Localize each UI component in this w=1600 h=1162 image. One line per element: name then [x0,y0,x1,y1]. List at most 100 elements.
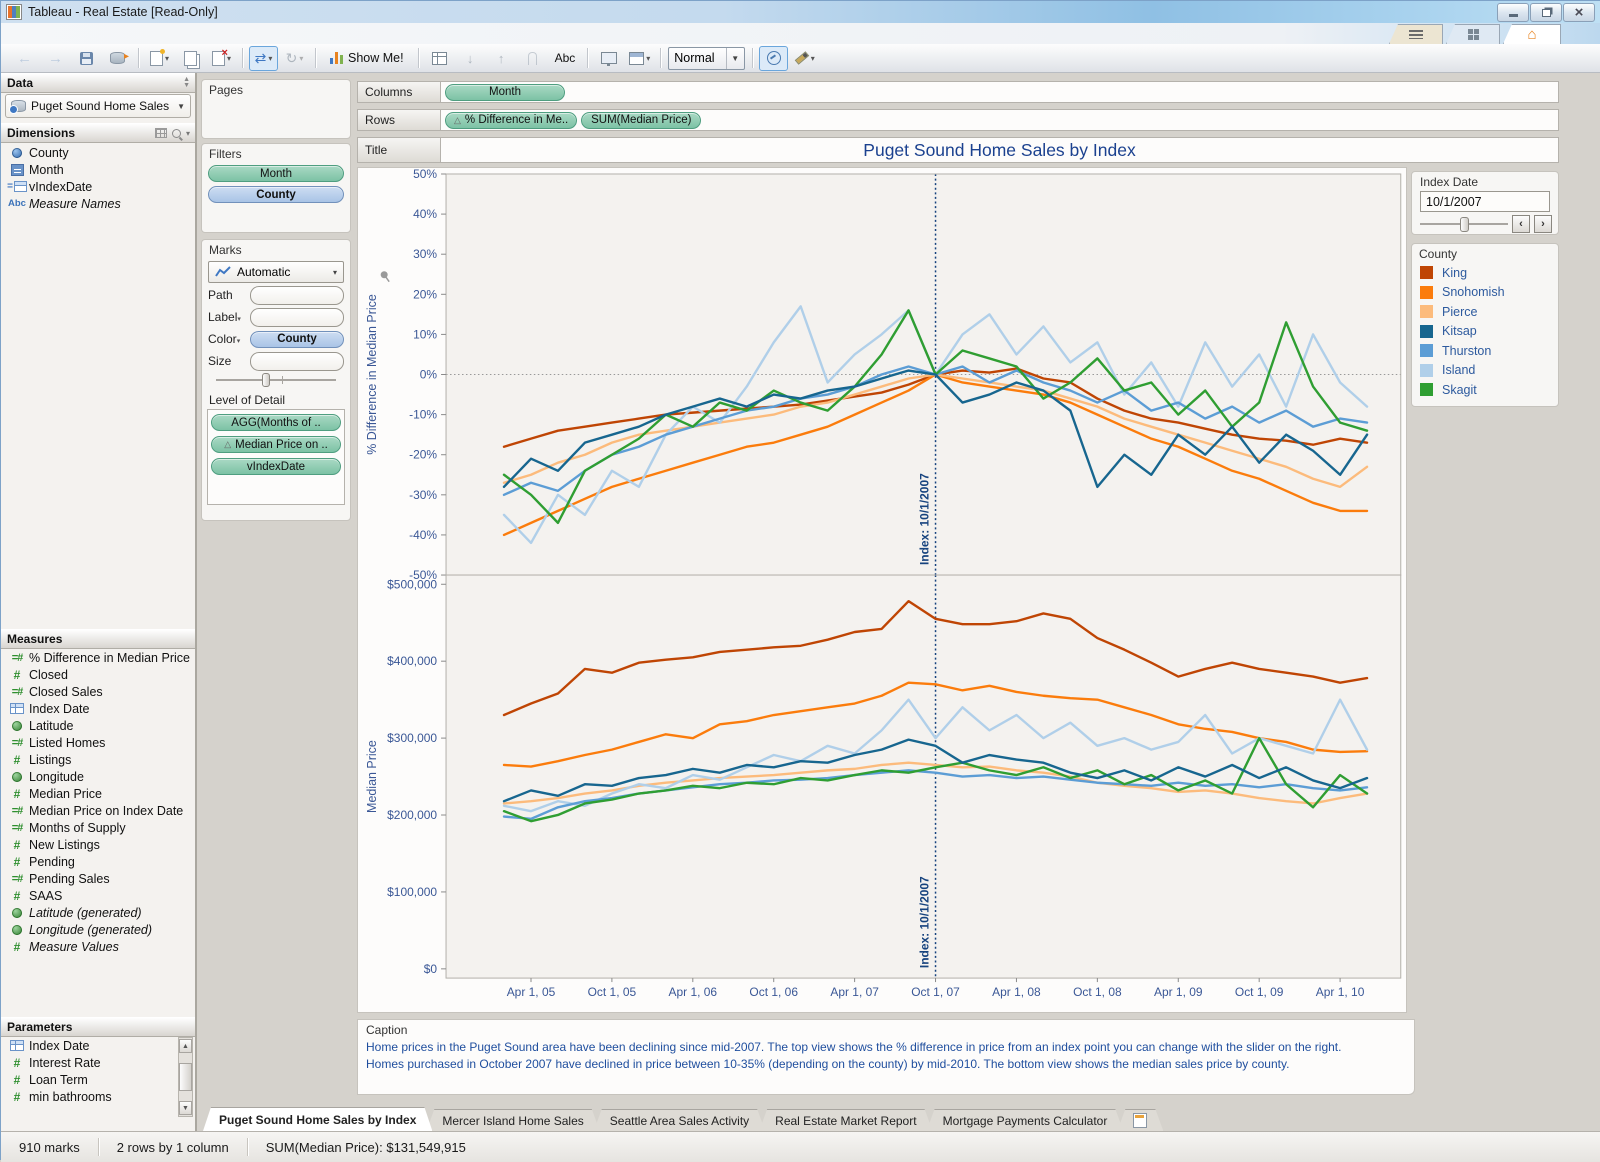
chart-canvas[interactable]: 50%40%30%20%10%0%-10%-20%-30%-40%-50%Ind… [357,167,1407,1013]
measure-field[interactable]: Median Price [1,785,195,802]
filter-pill[interactable]: Month [208,165,344,182]
menu-item[interactable] [91,32,109,36]
sheet-tab[interactable]: Real Estate Market Report [759,1109,932,1131]
sort-fields-icon[interactable]: ▲▼ [183,77,190,89]
columns-shelf[interactable]: Month [441,81,1559,103]
sheet-tab[interactable]: Seattle Area Sales Activity [594,1109,765,1131]
index-date-slider[interactable] [1420,216,1508,232]
index-date-prev-button[interactable]: ‹ [1512,215,1530,233]
legend-entry[interactable]: Thurston [1412,341,1558,361]
menu-item[interactable] [109,32,127,36]
menu-item[interactable] [163,32,181,36]
measure-field[interactable]: Pending [1,853,195,870]
parameter-field[interactable]: Interest Rate [1,1054,177,1071]
worksheet-grid-view-toggle[interactable] [1446,24,1500,44]
paperclip-button[interactable] [518,46,547,71]
menu-item[interactable] [19,32,37,36]
view-data-icon[interactable] [155,128,167,138]
lod-pill[interactable]: vIndexDate [211,458,341,475]
view-data-button[interactable] [425,46,454,71]
sheet-tab[interactable]: Mercer Island Home Sales [426,1109,599,1131]
measure-field[interactable]: Closed Sales [1,683,195,700]
menu-item[interactable] [145,32,163,36]
worksheet-list-view-toggle[interactable] [1389,24,1443,44]
forward-button[interactable]: → [41,46,70,71]
sheet-tab[interactable]: Mortgage Payments Calculator [927,1109,1124,1131]
measure-field[interactable]: SAAS [1,887,195,904]
highlight-button[interactable] [759,46,788,71]
legend-entry[interactable]: Pierce [1412,302,1558,322]
rows-pill[interactable]: % Difference in Me.. [445,112,577,129]
lod-pill[interactable]: AGG(Months of .. [211,414,341,431]
measure-field[interactable]: Pending Sales [1,870,195,887]
parameter-field[interactable]: Loan Term [1,1071,177,1088]
measure-field[interactable]: Measure Values [1,938,195,955]
legend-entry[interactable]: King [1412,263,1558,283]
presentation-mode-button[interactable] [594,46,623,71]
fit-mode-select[interactable]: Normal ▼ [668,47,745,70]
menu-item[interactable] [73,32,91,36]
scroll-down-icon[interactable]: ▼ [179,1101,192,1115]
sheet-tab[interactable] [1117,1109,1163,1131]
legend-entry[interactable]: Island [1412,361,1558,381]
dimension-field[interactable]: County [1,144,195,161]
parameter-field[interactable]: min bathrooms [1,1088,177,1105]
size-shelf[interactable] [250,352,344,371]
filter-pill[interactable]: County [208,186,344,203]
dropdown-arrow-icon[interactable]: ▾ [299,54,303,63]
data-source-button[interactable] [103,46,132,71]
mark-type-select[interactable]: Automatic ▾ [208,261,344,283]
legend-entry[interactable]: Snohomish [1412,283,1558,303]
dropdown-arrow-icon[interactable]: ▾ [268,54,272,63]
restore-button[interactable] [1530,3,1562,22]
size-slider[interactable] [216,373,336,387]
measure-field[interactable]: Months of Supply [1,819,195,836]
dimension-field[interactable]: Measure Names [1,195,195,212]
menu-item[interactable] [55,32,73,36]
delete-sheet-button[interactable]: ▾ [207,46,236,71]
measure-field[interactable]: New Listings [1,836,195,853]
measure-field[interactable]: Median Price on Index Date [1,802,195,819]
dropdown-arrow-icon[interactable]: ▾ [811,54,815,63]
new-worksheet-button[interactable]: ▾ [145,46,174,71]
menu-item[interactable] [1,32,19,36]
color-pill[interactable]: County [250,331,344,348]
measure-field[interactable]: Latitude (generated) [1,904,195,921]
refresh-button[interactable]: ↻▾ [280,46,309,71]
sheet-tab[interactable]: Puget Sound Home Sales by Index [203,1107,432,1131]
legend-entry[interactable]: Skagit [1412,380,1558,400]
lod-pill[interactable]: Median Price on .. [211,436,341,453]
rows-pill[interactable]: SUM(Median Price) [581,112,701,129]
menu-item[interactable] [127,32,145,36]
measure-field[interactable]: Closed [1,666,195,683]
annotate-button[interactable]: ▾ [790,46,819,71]
measure-field[interactable]: % Difference in Median Price [1,649,195,666]
index-date-slider-thumb[interactable] [1460,217,1469,232]
dropdown-arrow-icon[interactable]: ▾ [646,54,650,63]
start-page-toggle[interactable]: ⌂ [1503,24,1561,44]
index-date-next-button[interactable]: › [1534,215,1552,233]
save-button[interactable] [72,46,101,71]
sort-ascending-button[interactable]: ↓ [456,46,485,71]
minimize-button[interactable] [1497,3,1529,22]
dimension-field[interactable]: Month [1,161,195,178]
color-shelf[interactable]: County [250,331,344,348]
chevron-down-icon[interactable]: ▾ [186,129,190,138]
size-slider-thumb[interactable] [262,373,270,387]
measure-field[interactable]: Listings [1,751,195,768]
menu-item[interactable] [181,32,199,36]
close-button[interactable] [1563,3,1595,22]
sort-descending-button[interactable]: ↑ [487,46,516,71]
label-shelf[interactable] [250,308,344,327]
data-source-selector[interactable]: Puget Sound Home Sales ▼ [5,94,191,118]
measure-field[interactable]: Latitude [1,717,195,734]
index-date-value[interactable]: 10/1/2007 [1420,191,1550,212]
duplicate-sheet-button[interactable] [176,46,205,71]
swap-rows-columns-button[interactable]: ⇄▾ [249,46,278,71]
path-shelf[interactable] [250,286,344,305]
measure-field[interactable]: Longitude (generated) [1,921,195,938]
parameter-field[interactable]: Index Date [1,1037,177,1054]
scrollbar-thumb[interactable] [179,1063,192,1091]
measure-field[interactable]: Listed Homes [1,734,195,751]
search-icon[interactable] [172,129,181,138]
